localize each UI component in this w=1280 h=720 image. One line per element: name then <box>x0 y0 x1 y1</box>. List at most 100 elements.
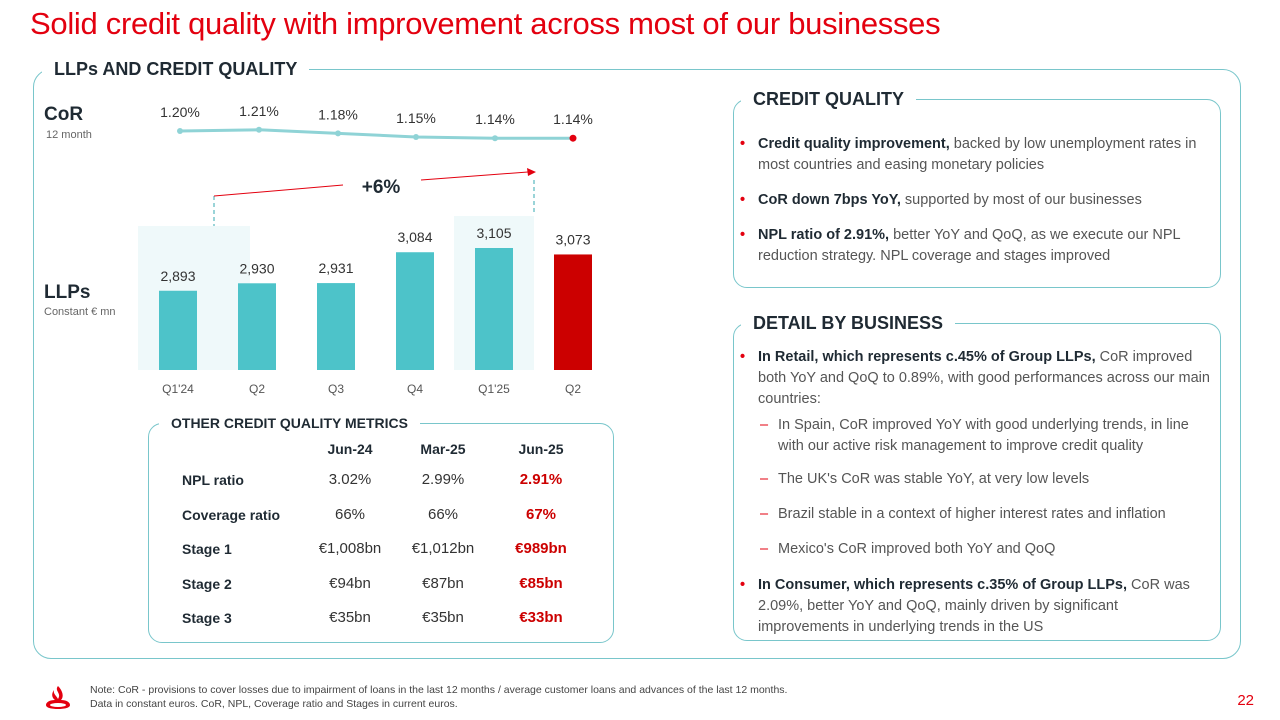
x-tick-label: Q4 <box>407 382 423 396</box>
db-sub-4: – Mexico's CoR improved both YoY and QoQ <box>760 539 1210 560</box>
cq-bullet-1-bold: Credit quality improvement, <box>758 136 950 152</box>
bullet-dot-icon: • <box>740 136 746 152</box>
page-title: Solid credit quality with improvement ac… <box>30 6 941 41</box>
cor-point <box>256 126 262 133</box>
cor-point <box>335 130 341 137</box>
db-sub-4-text: Mexico's CoR improved both YoY and QoQ <box>778 541 1056 557</box>
growth-line-left <box>213 184 344 197</box>
db-consumer-bold: In Consumer, which represents c.35% of G… <box>758 577 1128 593</box>
cq-bullet-1: • Credit quality improvement, backed by l… <box>740 134 1210 176</box>
db-sub-2-text: The UK's CoR was stable YoY, at very low… <box>778 471 1090 487</box>
db-sub-2: – The UK's CoR was stable YoY, at very lo… <box>760 469 1210 490</box>
metrics-cell: 66% <box>427 506 459 523</box>
metrics-cell: 3.02% <box>328 471 372 488</box>
cq-bullet-2-bold: CoR down 7bps YoY, <box>758 192 901 208</box>
llp-bar <box>159 290 197 370</box>
cor-point-label: 1.21% <box>239 103 279 119</box>
llp-bar <box>317 283 355 370</box>
metrics-row-label: Stage 3 <box>182 610 232 626</box>
metrics-cell: €33bn <box>519 609 563 626</box>
cor-point <box>492 135 498 142</box>
metrics-cell: €1,012bn <box>411 540 475 557</box>
metrics-column-header: Jun-24 <box>327 441 373 457</box>
metrics-cell: €35bn <box>422 609 464 626</box>
credit-quality-label: CREDIT QUALITY <box>741 89 916 110</box>
metrics-cell: €87bn <box>422 575 464 592</box>
db-retail-text: CoR improved both YoY and QoQ to 0.89%, … <box>758 349 1210 407</box>
growth-arrowhead <box>527 168 536 176</box>
metrics-column-header: Mar-25 <box>420 441 466 457</box>
cor-label: CoR <box>44 104 84 125</box>
cor-point-label: 1.15% <box>396 110 436 126</box>
metrics-cell: €94bn <box>329 575 371 592</box>
x-tick-label: Q2 <box>249 382 265 396</box>
footer-note: Note: CoR - provisions to cover losses d… <box>90 683 787 711</box>
cq-bullet-2-text: supported by most of our businesses <box>900 192 1142 208</box>
cor-line <box>179 128 573 140</box>
cor-point <box>569 134 577 142</box>
db-sub-3: – Brazil stable in a context of higher in… <box>760 504 1210 525</box>
dash-icon: – <box>760 471 769 487</box>
metrics-row-label: Stage 2 <box>182 576 232 592</box>
cq-bullet-3-bold: NPL ratio of 2.91%, <box>758 227 890 243</box>
footer-note-line-1: Note: CoR - provisions to cover losses d… <box>90 684 788 696</box>
llp-bar-label: 2,893 <box>160 268 195 284</box>
metrics-cell: 67% <box>525 506 557 523</box>
cq-bullet-3: • NPL ratio of 2.91%, better YoY and QoQ,… <box>740 225 1210 267</box>
santander-flame-logo-icon <box>46 686 70 709</box>
llp-bar <box>554 254 592 370</box>
x-tick-label: Q2 <box>565 382 581 396</box>
cor-point-label: 1.20% <box>160 104 200 120</box>
llp-bar-label: 3,105 <box>476 225 511 241</box>
x-tick-label: Q1'24 <box>162 382 194 396</box>
db-sub-1-text: In Spain, CoR improved YoY with good und… <box>778 417 1189 454</box>
growth-line-right <box>420 171 529 181</box>
metrics-row-label: Coverage ratio <box>182 507 281 523</box>
cor-point <box>413 134 419 140</box>
page-number: 22 <box>1237 692 1254 709</box>
db-sub-1: – In Spain, CoR improved YoY with good un… <box>760 415 1210 457</box>
cq-bullet-3-text: better YoY and QoQ, as we execute our NP… <box>758 227 1181 264</box>
x-tick-label: Q3 <box>328 382 344 396</box>
llps-label: LLPs <box>44 282 91 303</box>
metrics-column-header: Jun-25 <box>518 441 564 457</box>
cor-point <box>177 128 183 134</box>
detail-by-business-label: DETAIL BY BUSINESS <box>741 313 956 334</box>
metrics-cell: 2.99% <box>421 471 465 488</box>
cq-bullet-1-text: backed by low unemployment rates in most… <box>758 136 1197 173</box>
section-label: LLPs AND CREDIT QUALITY <box>42 59 310 80</box>
db-sub-3-text: Brazil stable in a context of higher int… <box>778 506 1166 522</box>
db-retail-bold: In Retail, which represents c.45% of Gro… <box>758 349 1096 365</box>
llp-bar-label: 2,931 <box>318 260 353 276</box>
metrics-cell: €35bn <box>329 609 371 626</box>
bullet-dot-icon: • <box>740 227 746 243</box>
db-bullet-retail: • In Retail, which represents c.45% of Gr… <box>740 347 1210 410</box>
metrics-cell: 66% <box>334 506 366 523</box>
cor-point-label: 1.14% <box>475 111 515 127</box>
metrics-cell: 2.91% <box>519 471 563 488</box>
metrics-row-label: Stage 1 <box>182 541 232 557</box>
cor-sublabel: 12 month <box>46 129 92 141</box>
db-consumer-text: CoR was 2.09%, better YoY and QoQ, mainl… <box>758 577 1190 635</box>
dash-icon: – <box>760 541 769 557</box>
main-panel <box>33 69 1241 659</box>
cor-point-label: 1.14% <box>553 111 593 127</box>
growth-label: +6% <box>362 177 401 198</box>
bullet-dot-icon: • <box>740 192 746 208</box>
llps-cor-chart: 2,893 2,930 2,931 3,084 3,105 3,073 Q1'24 Q2 Q3… <box>138 103 593 396</box>
detail-by-business-panel <box>733 323 1221 641</box>
llps-sublabel: Constant € mn <box>44 306 116 318</box>
metrics-cell: €1,008bn <box>318 540 382 557</box>
credit-quality-panel <box>733 99 1221 288</box>
llp-bar <box>238 283 276 370</box>
metrics-cell: €85bn <box>519 575 563 592</box>
llp-bar <box>475 248 513 370</box>
x-tick-label: Q1'25 <box>478 382 510 396</box>
llp-bar-label: 3,084 <box>397 229 432 245</box>
llp-bar <box>396 252 434 370</box>
dash-icon: – <box>760 506 769 522</box>
metrics-label: OTHER CREDIT QUALITY METRICS <box>159 415 420 431</box>
metrics-row-label: NPL ratio <box>182 472 244 488</box>
cq-bullet-2: • CoR down 7bps YoY, supported by most of… <box>740 190 1210 211</box>
metrics-cell: €989bn <box>515 540 567 557</box>
